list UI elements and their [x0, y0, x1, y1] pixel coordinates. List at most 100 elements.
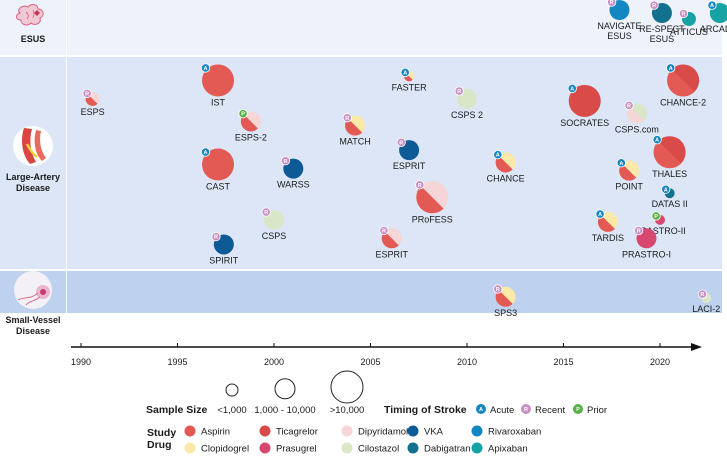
- legend-drug-dabigatran: Dabigatran: [407, 442, 470, 455]
- trial-bubble-half: [619, 163, 637, 181]
- timing-badge-sps3: R: [493, 284, 503, 294]
- trial-esprit: R ESPRIT: [375, 225, 408, 259]
- timing-badge-esps-2: P: [238, 109, 248, 119]
- trial-label: DATAS II: [652, 199, 688, 209]
- trial-label: CSPS.com: [615, 124, 659, 134]
- timing-badge-profess: R: [415, 180, 425, 190]
- trial-label: ESUS: [650, 34, 675, 44]
- legend-drug-rivaroxaban: Rivaroxaban: [471, 425, 541, 438]
- svg-text:>10,000: >10,000: [330, 405, 365, 416]
- svg-text:Clopidogrel: Clopidogrel: [201, 444, 249, 455]
- trial-bubble-half: [597, 214, 615, 232]
- trial-esps: R ESPS: [81, 88, 105, 117]
- trial-label: CAST: [206, 182, 231, 192]
- trial-label: FASTER: [392, 82, 428, 92]
- trial-bubble-half: [345, 118, 363, 136]
- trial-csps-com: R CSPS.com: [615, 100, 659, 134]
- trial-atticus: R ATTICUS: [670, 8, 708, 37]
- timing-badge-esps: R: [82, 88, 92, 99]
- timing-badge-csps-com: R: [624, 100, 634, 111]
- svg-text:A: A: [619, 161, 623, 167]
- legend-sample-size-title: Sample Size: [146, 404, 207, 416]
- svg-text:R: R: [418, 183, 422, 189]
- trial-faster: A FASTER: [392, 67, 428, 92]
- legend-drug-aspirin: Aspirin: [184, 425, 230, 438]
- timing-badge-thales: A: [652, 135, 662, 145]
- artery-icon: [13, 126, 53, 166]
- trial-prastro-i: R PRASTRO-I: [622, 225, 671, 259]
- trial-label: TARDIS: [592, 233, 624, 243]
- svg-text:Dipyridamole: Dipyridamole: [358, 427, 413, 438]
- trial-label: SPS3: [494, 308, 517, 318]
- row-label-svd: Small-Vessel: [5, 315, 60, 325]
- trial-label: SPIRIT: [209, 255, 239, 265]
- svg-text:Cilostazol: Cilostazol: [358, 444, 399, 455]
- trial-thales: A THALES: [652, 135, 687, 179]
- svg-text:R: R: [264, 210, 268, 216]
- svg-text:Acute: Acute: [490, 405, 514, 416]
- trial-label: PRASTRO-II: [634, 226, 686, 236]
- legend-drug-vka: VKA: [407, 425, 444, 438]
- svg-text:R: R: [652, 3, 656, 9]
- svg-text:<1,000: <1,000: [217, 405, 246, 416]
- trial-label: POINT: [615, 182, 643, 192]
- svg-text:R: R: [214, 235, 218, 241]
- trial-label: ATTICUS: [670, 27, 708, 37]
- trial-label: CSPS: [262, 231, 287, 241]
- trial-label: NAVIGATE: [597, 21, 641, 31]
- svg-text:A: A: [664, 187, 668, 193]
- timing-badge-re-spect-esus: R: [649, 0, 659, 10]
- x-tick-label: 2020: [650, 357, 670, 367]
- x-tick-label: 2005: [360, 357, 380, 367]
- trial-bubble-half: [653, 140, 681, 169]
- trial-csps-2: R CSPS 2: [451, 86, 483, 120]
- timing-badge-csps: R: [261, 207, 271, 217]
- trial-esprit: R ESPRIT: [393, 137, 426, 171]
- legend-size-large: >10,000: [330, 370, 365, 416]
- trial-point: A POINT: [615, 158, 643, 192]
- svg-text:R: R: [496, 287, 500, 293]
- legend-size-medium: 1,000 - 10,000: [254, 378, 316, 416]
- timing-badge-esprit: R: [396, 137, 406, 147]
- svg-text:Prasugrel: Prasugrel: [276, 444, 317, 455]
- svg-text:Prior: Prior: [587, 405, 607, 416]
- svg-text:R: R: [627, 103, 631, 109]
- legend-drug-prasugrel: Prasugrel: [259, 442, 317, 455]
- timing-badge-match: R: [342, 113, 352, 123]
- trial-label: THALES: [652, 169, 687, 179]
- trial-label: SOCRATES: [560, 118, 609, 128]
- trial-warss: R WARSS: [277, 156, 310, 190]
- legend-drug-title: Study: [147, 427, 176, 439]
- legend-timing-recent: R Recent: [521, 404, 565, 416]
- timing-badge-cast: A: [200, 147, 211, 157]
- svg-text:P: P: [576, 407, 580, 413]
- trial-chance: A CHANCE: [487, 150, 525, 183]
- trial-label: ESUS: [607, 31, 632, 41]
- trial-label: CSPS 2: [451, 110, 483, 120]
- trial-socrates: A SOCRATES: [560, 83, 609, 128]
- trial-label: ESPS-2: [235, 132, 267, 142]
- legend-timing-acute: A Acute: [476, 404, 514, 416]
- svg-text:R: R: [382, 229, 386, 235]
- timing-badge-chance: A: [493, 150, 503, 160]
- svg-text:Ticagrelor: Ticagrelor: [276, 427, 318, 438]
- svg-text:P: P: [654, 214, 658, 220]
- svg-text:R: R: [284, 159, 288, 165]
- row-label-lad: Large-Artery: [6, 172, 60, 182]
- trial-bubble-half: [495, 155, 513, 173]
- trial-label: ESPS: [81, 107, 105, 117]
- svg-text:R: R: [399, 140, 403, 146]
- trial-match: R MATCH: [339, 113, 371, 147]
- trial-label: ESPRIT: [375, 249, 408, 259]
- svg-text:R: R: [524, 407, 528, 413]
- legend-size-small: <1,000: [217, 383, 247, 416]
- trial-csps: R CSPS: [261, 207, 287, 241]
- timing-badge-navigate-esus: R: [607, 0, 617, 7]
- legend-timing-prior: P Prior: [573, 404, 607, 416]
- trial-bubble-half: [416, 185, 444, 214]
- svg-text:P: P: [241, 112, 245, 118]
- svg-text:R: R: [85, 91, 89, 97]
- trial-ist: A IST: [200, 63, 235, 107]
- trial-bubble-half: [381, 231, 399, 249]
